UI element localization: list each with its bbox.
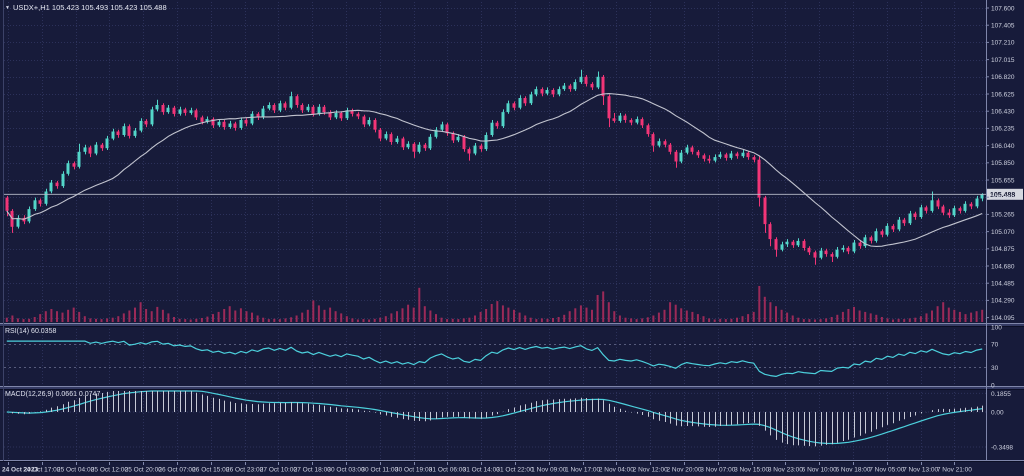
chart-title: USDX+,H1 105.423 105.493 105.423 105.488 xyxy=(12,3,167,12)
svg-text:104.875: 104.875 xyxy=(991,246,1015,253)
svg-text:30 Oct 11:00: 30 Oct 11:00 xyxy=(361,467,398,474)
svg-text:0.00: 0.00 xyxy=(991,409,1004,416)
macd-histogram xyxy=(12,391,983,447)
svg-text:105.850: 105.850 xyxy=(991,160,1015,167)
pane-separator[interactable] xyxy=(0,386,1024,390)
svg-text:6 Nov 18:00: 6 Nov 18:00 xyxy=(835,467,870,474)
svg-text:2 Nov 20:00: 2 Nov 20:00 xyxy=(666,467,701,474)
svg-text:2 Nov 12:00: 2 Nov 12:00 xyxy=(633,467,668,474)
volume-layer xyxy=(5,286,984,322)
svg-text:30 Oct 03:00: 30 Oct 03:00 xyxy=(327,467,365,474)
svg-text:27 Oct 10:00: 27 Oct 10:00 xyxy=(260,467,298,474)
current-price-label: 105.488 xyxy=(987,188,1023,200)
svg-text:104.680: 104.680 xyxy=(991,263,1015,270)
svg-text:1 Nov 17:00: 1 Nov 17:00 xyxy=(565,467,600,474)
svg-text:0: 0 xyxy=(991,382,995,389)
macd-signal-line xyxy=(6,390,983,445)
svg-text:25 Oct 12:00: 25 Oct 12:00 xyxy=(91,467,129,474)
svg-text:26 Oct 15:00: 26 Oct 15:00 xyxy=(192,467,230,474)
svg-text:107.015: 107.015 xyxy=(991,57,1015,64)
svg-text:26 Oct 07:00: 26 Oct 07:00 xyxy=(158,467,196,474)
svg-text:30: 30 xyxy=(991,365,999,372)
pane-separators[interactable] xyxy=(0,323,1024,462)
svg-text:70: 70 xyxy=(991,342,999,349)
svg-text:31 Oct 22:00: 31 Oct 22:00 xyxy=(496,467,534,474)
grid-layer xyxy=(4,2,986,459)
svg-text:7 Nov 13:00: 7 Nov 13:00 xyxy=(903,467,938,474)
svg-text:105.265: 105.265 xyxy=(991,212,1015,219)
svg-text:24 Oct 17:00: 24 Oct 17:00 xyxy=(23,467,61,474)
pane-separator[interactable] xyxy=(0,323,1024,327)
svg-text:105.655: 105.655 xyxy=(991,177,1015,184)
rsi-indicator-label: RSI(14) 60.0358 xyxy=(5,328,57,335)
svg-text:0.1855: 0.1855 xyxy=(991,391,1011,398)
svg-text:105.070: 105.070 xyxy=(991,229,1015,236)
svg-text:6 Nov 10:00: 6 Nov 10:00 xyxy=(802,467,837,474)
svg-text:26 Oct 23:00: 26 Oct 23:00 xyxy=(226,467,264,474)
svg-text:106.235: 106.235 xyxy=(991,126,1015,133)
svg-text:30 Oct 19:00: 30 Oct 19:00 xyxy=(395,467,433,474)
svg-text:100: 100 xyxy=(991,324,1002,331)
moving-average-line xyxy=(6,93,983,247)
svg-text:106.820: 106.820 xyxy=(991,74,1015,81)
rsi-pane[interactable] xyxy=(4,340,986,377)
svg-text:106.625: 106.625 xyxy=(991,91,1015,98)
svg-text:7 Nov 21:00: 7 Nov 21:00 xyxy=(937,467,972,474)
svg-text:3 Nov 15:00: 3 Nov 15:00 xyxy=(734,467,769,474)
chart-legend: ▼ USDX+,H1 105.423 105.493 105.423 105.48… xyxy=(5,3,167,12)
svg-text:105.460: 105.460 xyxy=(991,195,1015,202)
svg-text:24 Oct 2023: 24 Oct 2023 xyxy=(2,467,39,474)
svg-text:106.040: 106.040 xyxy=(991,143,1015,150)
macd-pane[interactable] xyxy=(4,390,986,448)
svg-text:105.488: 105.488 xyxy=(990,192,1015,199)
price-scale[interactable]: 107.600 107.405 107.210 107.015 106.820 106.6… xyxy=(3,0,1015,461)
candlestick-layer xyxy=(5,69,984,265)
svg-text:107.405: 107.405 xyxy=(991,23,1015,30)
svg-text:27 Oct 18:00: 27 Oct 18:00 xyxy=(294,467,332,474)
svg-text:104.485: 104.485 xyxy=(991,281,1015,288)
symbol-dropdown-icon[interactable]: ▼ xyxy=(5,5,10,11)
svg-text:1 Nov 09:00: 1 Nov 09:00 xyxy=(531,467,566,474)
svg-text:25 Oct 04:00: 25 Oct 04:00 xyxy=(57,467,95,474)
svg-text:104.095: 104.095 xyxy=(991,315,1015,322)
svg-text:104.290: 104.290 xyxy=(991,298,1015,305)
svg-text:31 Oct 06:00: 31 Oct 06:00 xyxy=(429,467,467,474)
svg-text:106.430: 106.430 xyxy=(991,109,1015,116)
svg-text:31 Oct 14:00: 31 Oct 14:00 xyxy=(463,467,501,474)
svg-text:25 Oct 20:00: 25 Oct 20:00 xyxy=(125,467,163,474)
rsi-line xyxy=(6,340,983,377)
svg-text:7 Nov 05:00: 7 Nov 05:00 xyxy=(869,467,904,474)
svg-text:107.600: 107.600 xyxy=(991,5,1015,12)
svg-text:3 Nov 23:00: 3 Nov 23:00 xyxy=(768,467,803,474)
svg-text:2 Nov 04:00: 2 Nov 04:00 xyxy=(599,467,634,474)
svg-text:-0.3498: -0.3498 xyxy=(991,444,1013,451)
macd-indicator-label: MACD(12,26,9) 0.0661 0.0747 xyxy=(5,391,101,398)
svg-text:107.210: 107.210 xyxy=(991,40,1015,47)
svg-text:3 Nov 07:00: 3 Nov 07:00 xyxy=(700,467,735,474)
